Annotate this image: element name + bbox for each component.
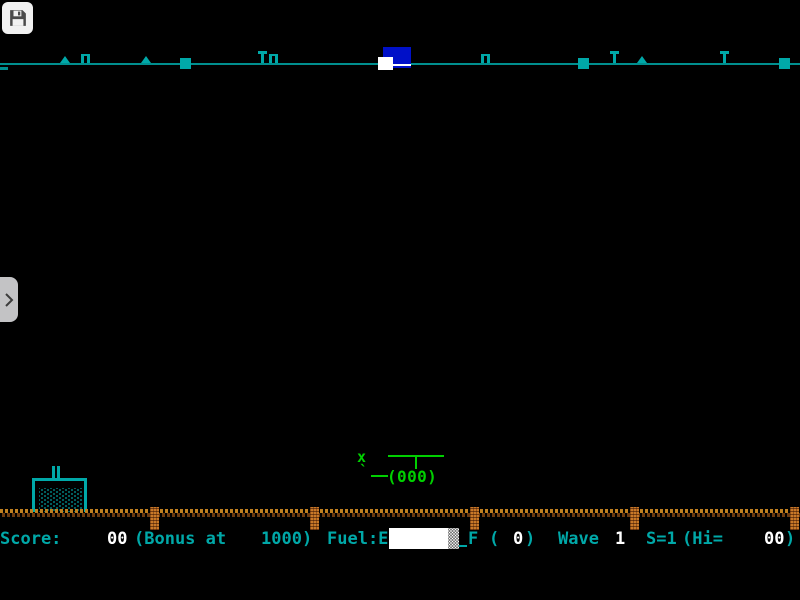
minimap-building xyxy=(81,54,90,63)
minimap-building xyxy=(269,54,278,63)
floppy-disk-icon xyxy=(9,9,27,27)
depot-roof xyxy=(32,478,87,481)
minimap-tree xyxy=(141,56,151,63)
ammo-open-paren: ( xyxy=(489,529,500,549)
bonus-label: (Bonus at xyxy=(134,529,227,549)
minimap-viewport-line xyxy=(392,64,411,66)
ships-label: S=1 xyxy=(646,529,677,549)
minimap-tower xyxy=(610,51,619,63)
ground-post xyxy=(790,507,799,530)
fuel-label: Fuel:E xyxy=(327,529,389,549)
depot-wall-left xyxy=(32,481,35,512)
fuel-full-label: F xyxy=(468,529,479,549)
minimap-tree xyxy=(60,56,70,63)
depot-chimney xyxy=(57,466,60,479)
ground-post xyxy=(470,507,479,530)
highscore-close-paren: ) xyxy=(785,529,796,549)
minimap-block xyxy=(779,58,790,69)
helicopter-body: (000) xyxy=(387,467,438,486)
score-label: Score: xyxy=(0,529,62,549)
helicopter-rotor-mast xyxy=(415,456,417,469)
bonus-value: 1000) xyxy=(261,529,313,549)
minimap-block xyxy=(180,58,191,69)
sidebar-expand-button[interactable] xyxy=(0,277,18,322)
ground-post xyxy=(630,507,639,530)
depot-wall-right xyxy=(84,481,87,512)
fuel-gauge-bar xyxy=(389,528,448,549)
fuel-gauge-partial xyxy=(448,528,459,549)
wave-label: Wave xyxy=(558,529,599,549)
ground-post xyxy=(310,507,319,530)
helicopter-rotor-marker: x xyxy=(357,448,367,466)
minimap-dash xyxy=(0,67,8,70)
ground-post xyxy=(150,507,159,530)
ground-strip xyxy=(0,509,800,517)
minimap-player-marker xyxy=(378,57,393,70)
chevron-right-icon xyxy=(4,292,14,308)
helicopter-tail-boom xyxy=(371,475,388,477)
minimap-tower xyxy=(258,51,267,63)
depot-fuel-fill xyxy=(39,488,82,512)
highscore-label: (Hi= xyxy=(682,529,723,549)
wave-value: 1 xyxy=(615,529,626,549)
minimap-tree xyxy=(637,56,647,63)
depot-chimney xyxy=(52,466,55,479)
ammo-close-paren: ) xyxy=(525,529,536,549)
minimap-block xyxy=(578,58,589,69)
save-state-button[interactable] xyxy=(2,2,33,34)
score-value: 00 xyxy=(107,529,128,549)
highscore-value: 00 xyxy=(764,529,785,549)
helicopter-tail-hook: ` xyxy=(359,462,369,480)
ammo-value: 0 xyxy=(513,529,524,549)
minimap-tower xyxy=(720,51,729,63)
fuel-gauge-empty xyxy=(459,545,467,547)
minimap-building xyxy=(481,54,490,63)
